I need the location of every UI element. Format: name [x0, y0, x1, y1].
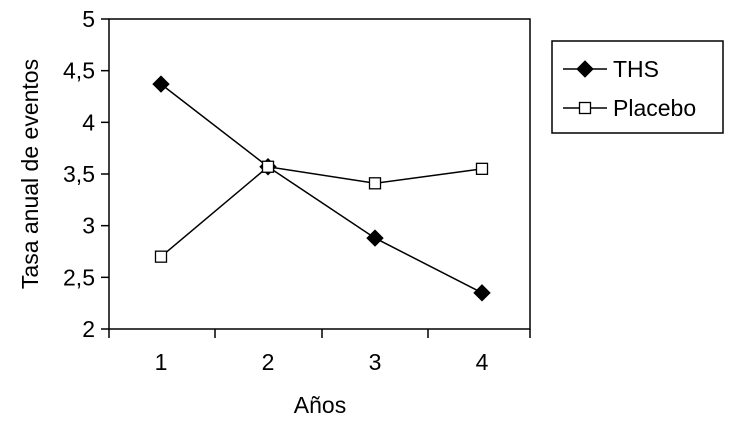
y-tick-label: 3,5 — [63, 161, 95, 187]
series-layer — [152, 75, 491, 302]
data-point-ths — [473, 284, 491, 302]
y-tick-label: 4,5 — [63, 58, 95, 84]
legend-label-placebo: Placebo — [613, 95, 696, 121]
x-tick-label: 4 — [476, 349, 489, 375]
legend-label-ths: THS — [613, 56, 659, 82]
data-point-placebo — [368, 177, 382, 190]
legend-marker-ths — [576, 60, 594, 78]
series-ths — [152, 75, 491, 302]
y-tick-label: 5 — [82, 6, 95, 32]
x-tick-label: 2 — [262, 349, 275, 375]
legend-frame — [551, 40, 724, 134]
x-axis: 1 2 3 4 — [108, 329, 531, 375]
data-point-placebo — [154, 250, 168, 263]
x-tick-label: 3 — [369, 349, 382, 375]
y-axis: 2 2,5 3 3,5 4 4,5 5 — [63, 6, 109, 342]
x-axis-title: Años — [294, 392, 346, 418]
data-point-ths — [152, 75, 170, 93]
y-tick-label: 3 — [82, 213, 95, 239]
data-point-ths — [366, 229, 384, 247]
series-placebo — [154, 160, 489, 263]
data-point-placebo — [475, 162, 489, 175]
y-axis-title: Tasa anual de eventos — [17, 59, 43, 289]
legend-marker-placebo — [578, 101, 592, 115]
legend: THS Placebo — [551, 40, 724, 134]
y-tick-label: 2 — [82, 316, 95, 342]
series-line-placebo — [160, 165, 483, 258]
series-line-ths — [160, 83, 483, 294]
y-tick-label: 4 — [82, 109, 95, 135]
legend-item-ths: THS — [563, 56, 659, 82]
legend-item-placebo: Placebo — [563, 95, 696, 121]
y-tick-label: 2,5 — [63, 264, 95, 290]
data-point-placebo — [261, 160, 275, 173]
x-tick-label: 1 — [155, 349, 168, 375]
